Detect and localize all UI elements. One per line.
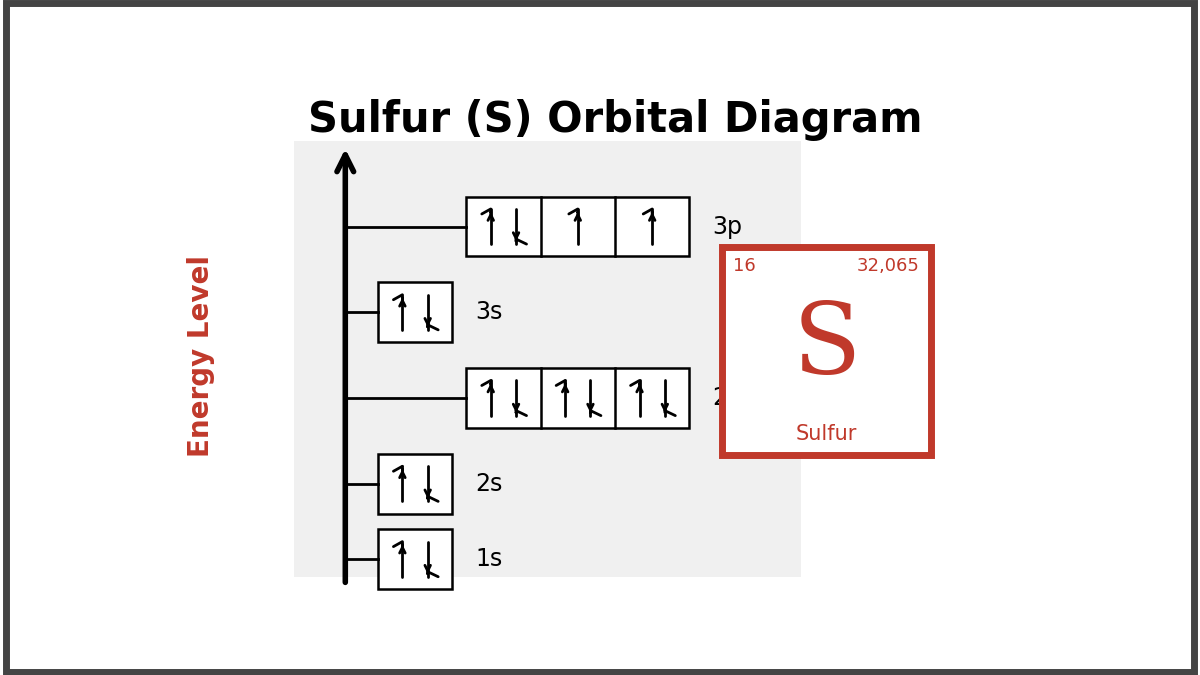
Text: 2p: 2p [713, 386, 743, 410]
Bar [378, 454, 452, 514]
Text: Sulfur: Sulfur [796, 424, 857, 443]
Text: 2s: 2s [475, 472, 503, 496]
Bar [722, 247, 931, 455]
Bar [722, 247, 931, 455]
Text: 16: 16 [733, 256, 756, 275]
Bar [378, 282, 452, 342]
Text: 32,065: 32,065 [857, 256, 920, 275]
Text: Sulfur (S) Orbital Diagram: Sulfur (S) Orbital Diagram [307, 99, 923, 141]
Bar [378, 529, 452, 589]
Text: 3s: 3s [475, 300, 503, 324]
Text: 3p: 3p [713, 215, 743, 238]
Bar [467, 196, 690, 256]
Bar [467, 368, 690, 428]
Text: S: S [792, 299, 860, 395]
Text: Energy Level: Energy Level [187, 255, 215, 458]
Bar [294, 141, 802, 577]
Text: 1s: 1s [475, 547, 503, 571]
